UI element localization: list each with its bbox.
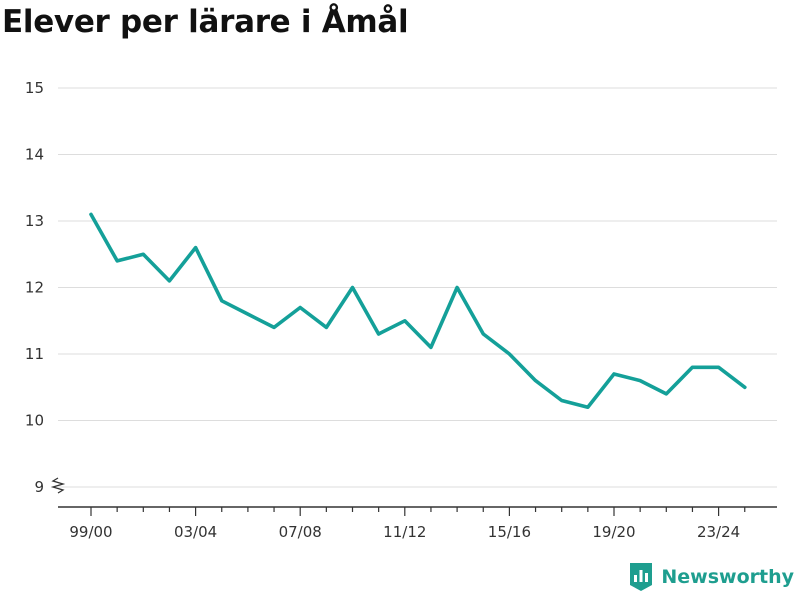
x-tick-label: 99/00 xyxy=(69,523,112,541)
x-tick-label: 19/20 xyxy=(592,523,635,541)
series-line xyxy=(89,212,747,410)
y-tick-label: 15 xyxy=(25,79,44,97)
y-axis-break-icon xyxy=(50,477,66,494)
newsworthy-brand: Newsworthy xyxy=(629,562,794,592)
x-tick-label: 03/04 xyxy=(174,523,217,541)
y-tick-label: 10 xyxy=(25,412,44,430)
y-axis-ticks: 9 10 11 12 13 14 15 xyxy=(25,79,66,496)
y-tick-label: 9 xyxy=(34,478,44,496)
x-tick-label: 15/16 xyxy=(488,523,531,541)
y-tick-label: 12 xyxy=(25,279,44,297)
y-tick-label: 14 xyxy=(25,146,44,164)
newsworthy-logo-icon xyxy=(630,563,653,591)
x-tick-label: 11/12 xyxy=(383,523,426,541)
y-tick-label: 11 xyxy=(25,345,44,363)
x-tick-label: 07/08 xyxy=(279,523,322,541)
y-tick-label: 13 xyxy=(25,212,44,230)
grid-lines xyxy=(58,87,777,488)
x-axis-ticks: 99/00 03/04 07/08 11/12 15/16 19/20 23/24 xyxy=(69,507,746,541)
series-layer xyxy=(89,212,747,410)
chart-title: Elever per lärare i Åmål xyxy=(2,4,409,40)
brand-name: Newsworthy xyxy=(661,566,794,588)
x-tick-label: 23/24 xyxy=(697,523,740,541)
